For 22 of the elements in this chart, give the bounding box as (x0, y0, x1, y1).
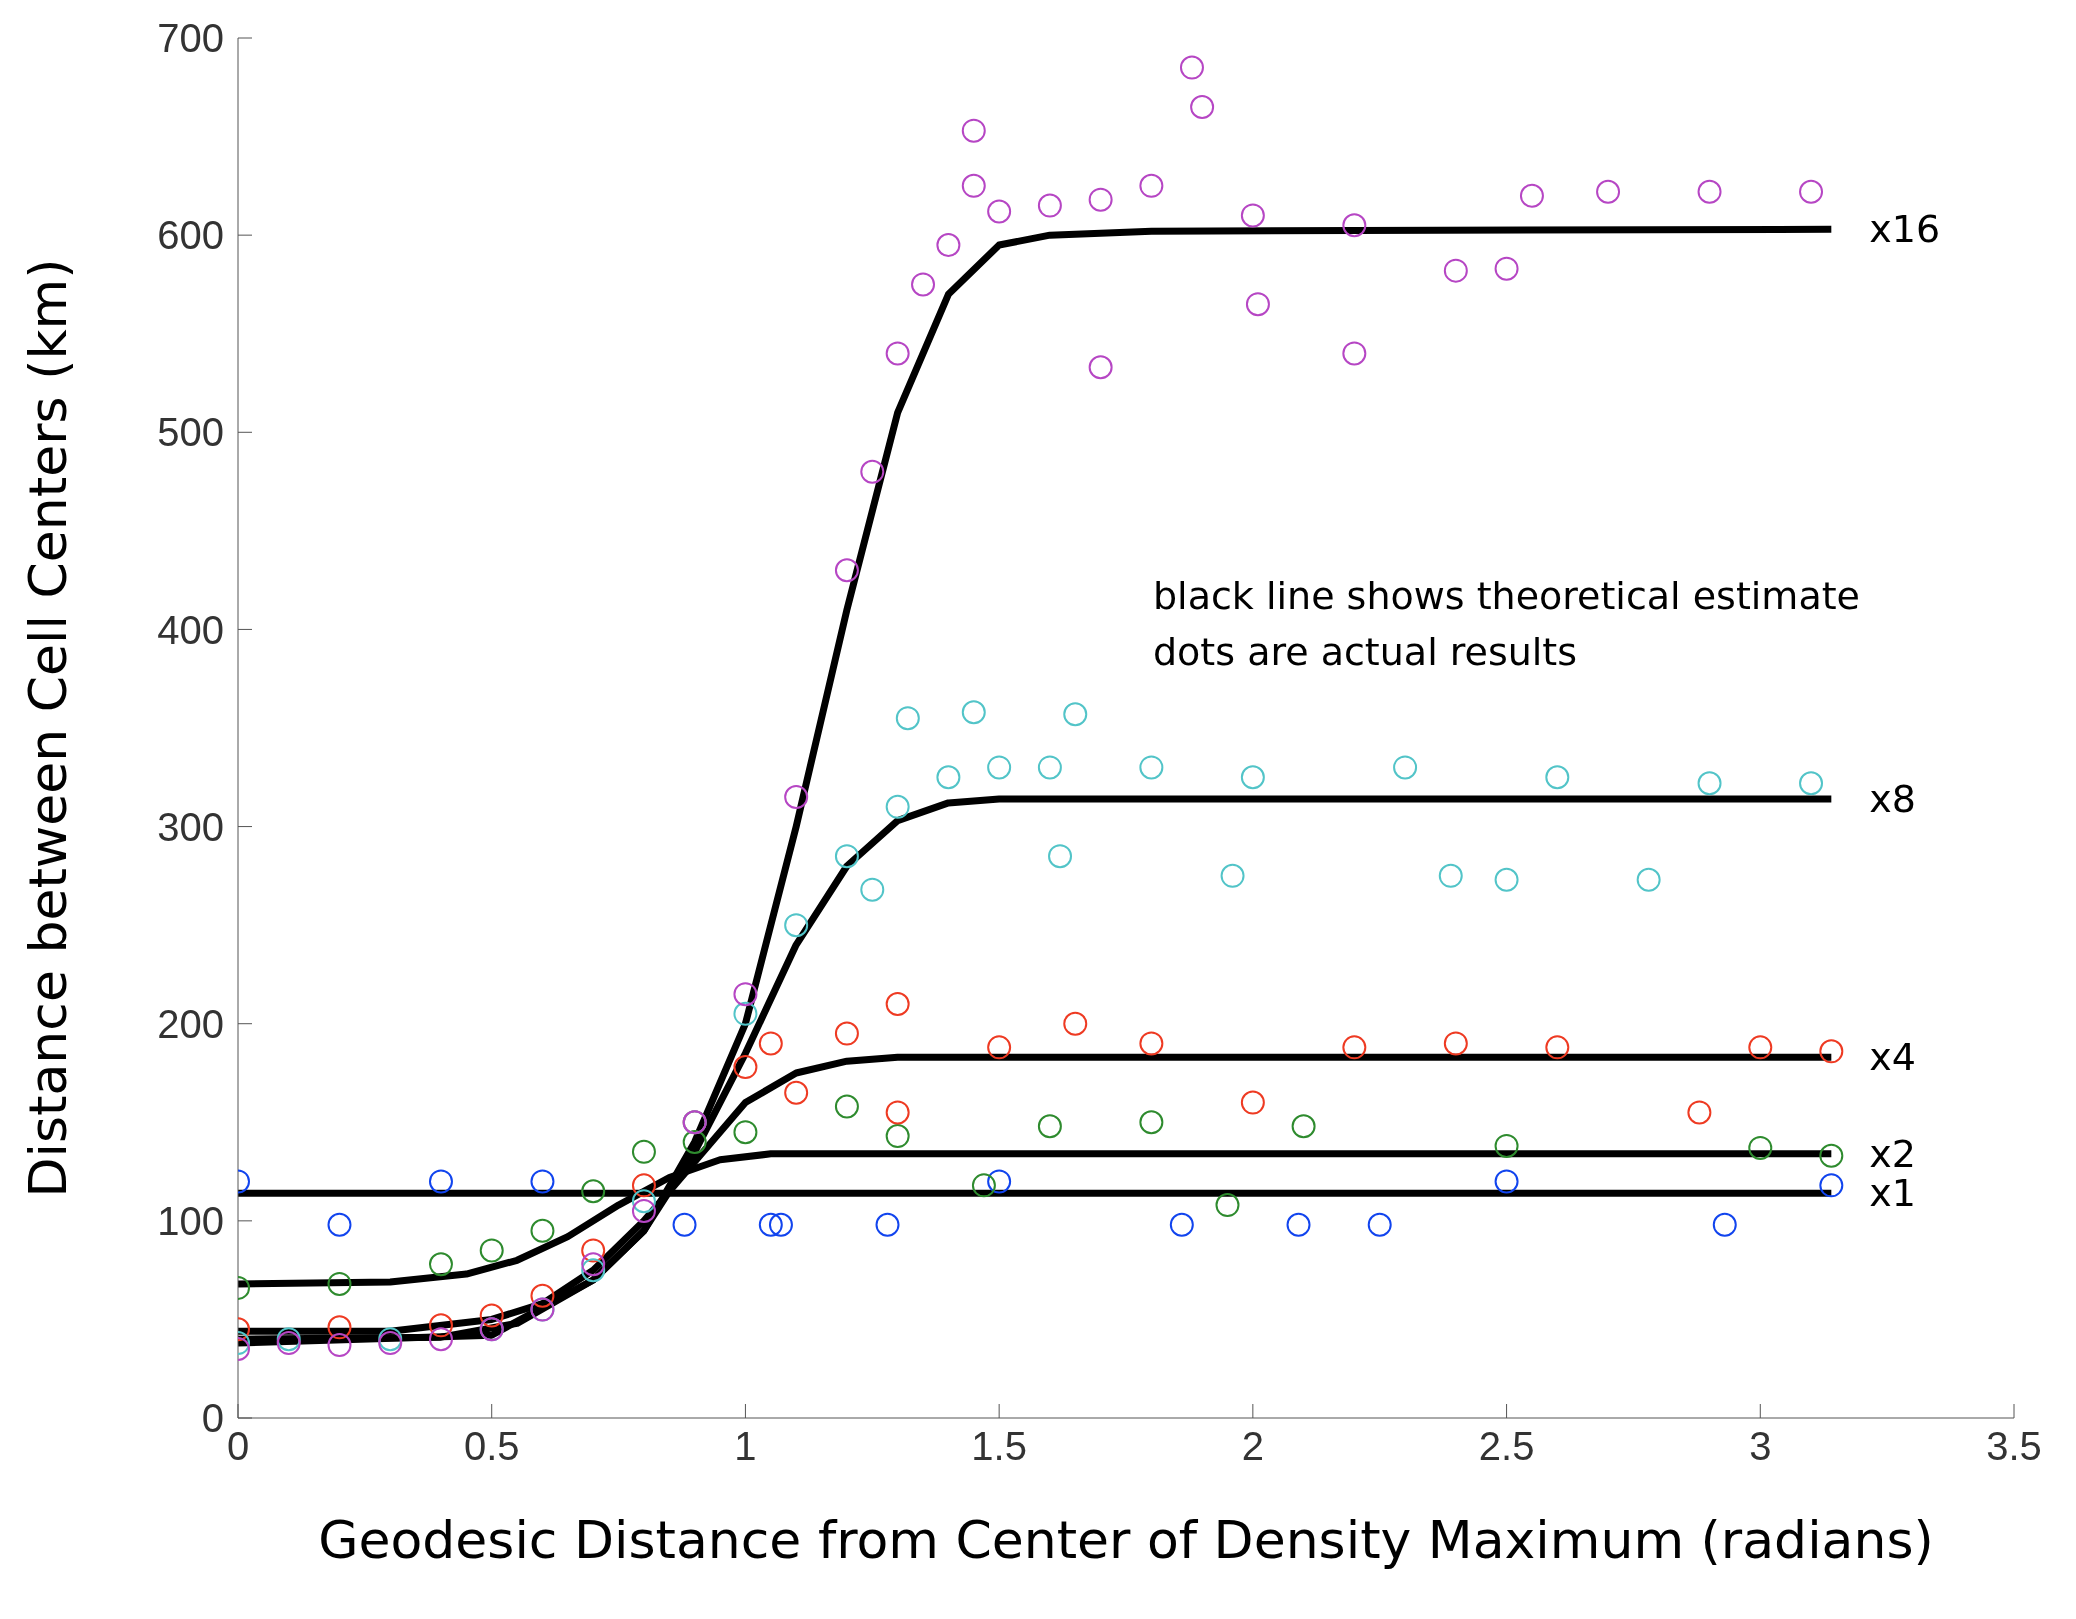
y-tick-label: 500 (157, 410, 224, 455)
series-label: x16 (1869, 207, 1941, 252)
x-tick-label: 0.5 (463, 1424, 520, 1469)
annotation: dots are actual results (1153, 629, 1579, 676)
y-tick-label: 0 (201, 1396, 224, 1441)
x-tick-label: 2 (1241, 1424, 1264, 1469)
x-tick-label: 2.5 (1478, 1424, 1535, 1469)
x-tick-label: 3 (1749, 1424, 1772, 1469)
series-label: x8 (1869, 776, 1916, 821)
x-tick-label: 1.5 (971, 1424, 1027, 1469)
y-tick-label: 200 (157, 1001, 224, 1046)
y-tick-label: 100 (157, 1199, 224, 1244)
y-tick-label: 400 (157, 607, 224, 652)
x-tick-label: 3.5 (1986, 1424, 2042, 1469)
y-axis-title: Distance between Cell Centers (km) (18, 258, 79, 1198)
y-tick-label: 300 (157, 804, 224, 849)
series-label: x4 (1869, 1035, 1916, 1080)
y-tick-label: 700 (157, 16, 224, 61)
annotation: black line shows theoretical estimate (1153, 573, 1860, 620)
y-tick-label: 600 (157, 213, 224, 258)
x-axis-title: Geodesic Distance from Center of Density Maximum (radians) (318, 1510, 1934, 1570)
x-tick-label: 1 (734, 1424, 757, 1469)
